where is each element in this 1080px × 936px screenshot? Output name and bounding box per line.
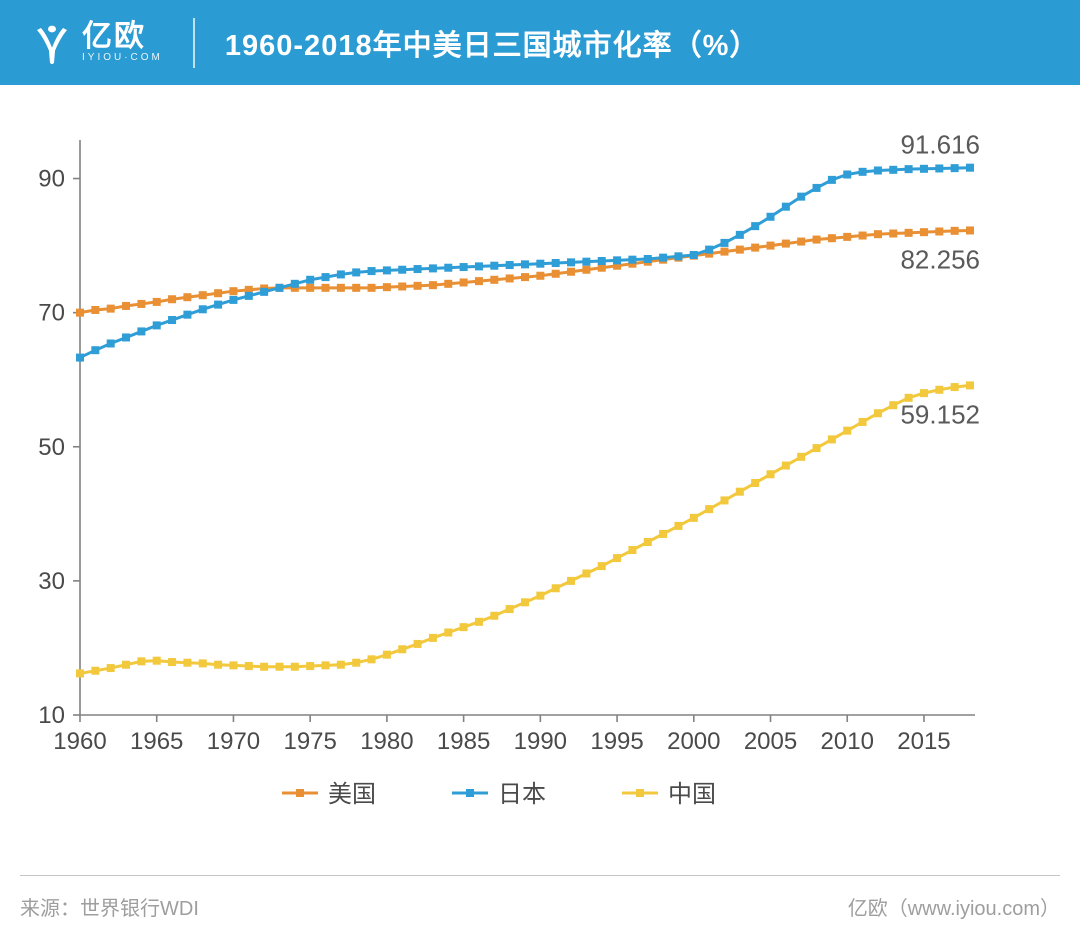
svg-text:10: 10 bbox=[38, 702, 65, 729]
header-bar: 亿欧 IYIOU·COM 1960-2018年中美日三国城市化率（%） bbox=[0, 0, 1080, 85]
svg-text:91.616: 91.616 bbox=[900, 130, 980, 160]
logo-subtext: IYIOU·COM bbox=[82, 52, 163, 63]
svg-text:1960: 1960 bbox=[53, 728, 106, 755]
brand-label: 亿欧（www.iyiou.com） bbox=[848, 892, 1060, 921]
svg-text:2000: 2000 bbox=[667, 728, 720, 755]
svg-text:59.152: 59.152 bbox=[900, 399, 980, 429]
svg-text:30: 30 bbox=[38, 568, 65, 595]
svg-text:1975: 1975 bbox=[283, 728, 336, 755]
svg-text:50: 50 bbox=[38, 434, 65, 461]
svg-text:70: 70 bbox=[38, 300, 65, 327]
logo-text: 亿欧 bbox=[82, 22, 163, 52]
svg-text:2010: 2010 bbox=[821, 728, 874, 755]
svg-text:日本: 日本 bbox=[498, 781, 546, 808]
svg-text:2005: 2005 bbox=[744, 728, 797, 755]
footer-divider bbox=[20, 875, 1060, 876]
svg-text:中国: 中国 bbox=[668, 781, 716, 808]
chart-title: 1960-2018年中美日三国城市化率（%） bbox=[195, 22, 759, 64]
svg-text:2015: 2015 bbox=[897, 728, 950, 755]
svg-text:90: 90 bbox=[38, 166, 65, 193]
logo-icon bbox=[30, 21, 74, 65]
svg-text:1990: 1990 bbox=[514, 728, 567, 755]
brand-logo: 亿欧 IYIOU·COM bbox=[0, 18, 195, 68]
svg-text:1970: 1970 bbox=[207, 728, 260, 755]
svg-text:82.256: 82.256 bbox=[900, 244, 980, 274]
source-label: 来源：世界银行WDI bbox=[20, 892, 199, 921]
chart-container: 10 30 50 70 90 1960 1965 1970 1975 1980 1985 1990 19… bbox=[0, 110, 1080, 845]
footer: 来源：世界银行WDI 亿欧（www.iyiou.com） bbox=[20, 892, 1060, 921]
svg-text:1985: 1985 bbox=[437, 728, 490, 755]
svg-text:美国: 美国 bbox=[328, 781, 376, 808]
svg-text:1965: 1965 bbox=[130, 728, 183, 755]
line-chart: 10 30 50 70 90 1960 1965 1970 1975 1980 1985 1990 19… bbox=[0, 110, 1080, 845]
svg-text:1995: 1995 bbox=[590, 728, 643, 755]
svg-text:1980: 1980 bbox=[360, 728, 413, 755]
